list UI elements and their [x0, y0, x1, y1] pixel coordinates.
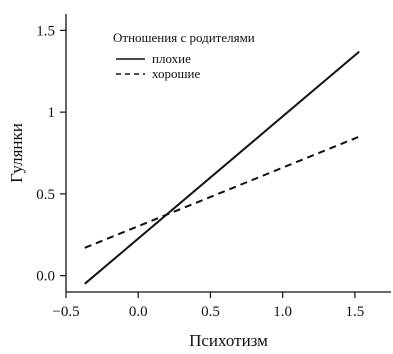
ticks: −0.5 0.0 0.5 1.0 1.5 0.0 0.5 1 1.5 — [36, 23, 364, 320]
legend-title: Отношения с родителями — [113, 30, 255, 45]
legend-label: хорошие — [152, 66, 200, 81]
x-tick-label: 0.0 — [129, 304, 148, 320]
series-group — [84, 50, 360, 285]
y-tick-label: 1.5 — [36, 23, 55, 39]
series-line-dashed — [84, 135, 360, 249]
y-axis-label: Гулянки — [7, 123, 26, 183]
series-line-solid — [84, 50, 360, 285]
x-tick-label: 0.5 — [201, 304, 220, 320]
y-tick-label: 1 — [48, 105, 56, 121]
axes — [65, 14, 391, 293]
y-tick-label: 0.0 — [36, 269, 55, 285]
y-tick-label: 0.5 — [36, 187, 55, 203]
x-tick-label: 1.0 — [273, 304, 292, 320]
x-tick-label: 1.5 — [346, 304, 365, 320]
x-axis-label: Психотизм — [189, 331, 268, 350]
legend-label: плохие — [152, 51, 191, 66]
x-tick-label: −0.5 — [52, 304, 79, 320]
